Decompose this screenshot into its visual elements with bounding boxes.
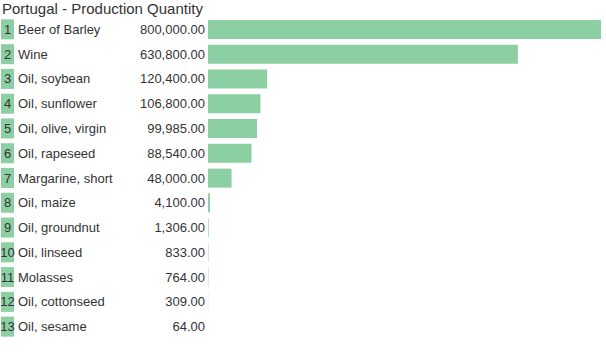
svg-text:Oil, rapeseed: Oil, rapeseed: [18, 146, 95, 161]
html-text:Portugal - Production Quantity: Portugal - Production Quantity: [2, 0, 203, 17]
svg-text:4: 4: [8, 96, 11, 111]
svg-text:Oil, groundnut: Oil, groundnut: [18, 220, 100, 235]
svg-text:4,100.00: 4,100.00: [154, 195, 205, 210]
svg-text:7: 7: [8, 171, 11, 186]
svg-text:Oil, soybean: Oil, soybean: [18, 71, 90, 86]
svg-text:64.00: 64.00: [172, 319, 205, 334]
svg-text:Oil, olive, virgin: Oil, olive, virgin: [18, 121, 106, 136]
svg-text:88,540.00: 88,540.00: [147, 146, 205, 161]
svg-text:Molasses: Molasses: [18, 270, 73, 285]
svg-text:833.00: 833.00: [165, 245, 205, 260]
svg-text:800,000.00: 800,000.00: [140, 22, 205, 37]
svg-text:9: 9: [8, 220, 11, 235]
svg-text:3: 3: [8, 71, 11, 86]
svg-text:Beer of Barley: Beer of Barley: [18, 22, 101, 37]
svg-text:Wine: Wine: [18, 47, 48, 62]
svg-text:1,306.00: 1,306.00: [154, 220, 205, 235]
svg-text:1: 1: [8, 22, 11, 37]
svg-text:Oil, maize: Oil, maize: [18, 195, 76, 210]
svg-text:106,800.00: 106,800.00: [140, 96, 205, 111]
svg-text:12: 12: [8, 294, 15, 309]
svg-text:Oil, linseed: Oil, linseed: [18, 245, 82, 260]
svg-text:48,000.00: 48,000.00: [147, 171, 205, 186]
svg-text:5: 5: [8, 121, 11, 136]
svg-text:Oil, sunflower: Oil, sunflower: [18, 96, 97, 111]
svg-text:630,800.00: 630,800.00: [140, 47, 205, 62]
svg-text:8: 8: [8, 195, 11, 210]
svg-text:99,985.00: 99,985.00: [147, 121, 205, 136]
svg-text:309.00: 309.00: [165, 294, 205, 309]
svg-text:Margarine, short: Margarine, short: [18, 171, 113, 186]
svg-text:764.00: 764.00: [165, 270, 205, 285]
svg-text:6: 6: [8, 146, 11, 161]
svg-text:13: 13: [8, 319, 15, 334]
svg-text:11: 11: [8, 270, 14, 285]
svg-text:Oil, cottonseed: Oil, cottonseed: [18, 294, 105, 309]
svg-text:Oil, sesame: Oil, sesame: [18, 319, 87, 334]
svg-text:120,400.00: 120,400.00: [140, 71, 205, 86]
svg-text:2: 2: [8, 47, 11, 62]
svg-text:10: 10: [8, 245, 15, 260]
